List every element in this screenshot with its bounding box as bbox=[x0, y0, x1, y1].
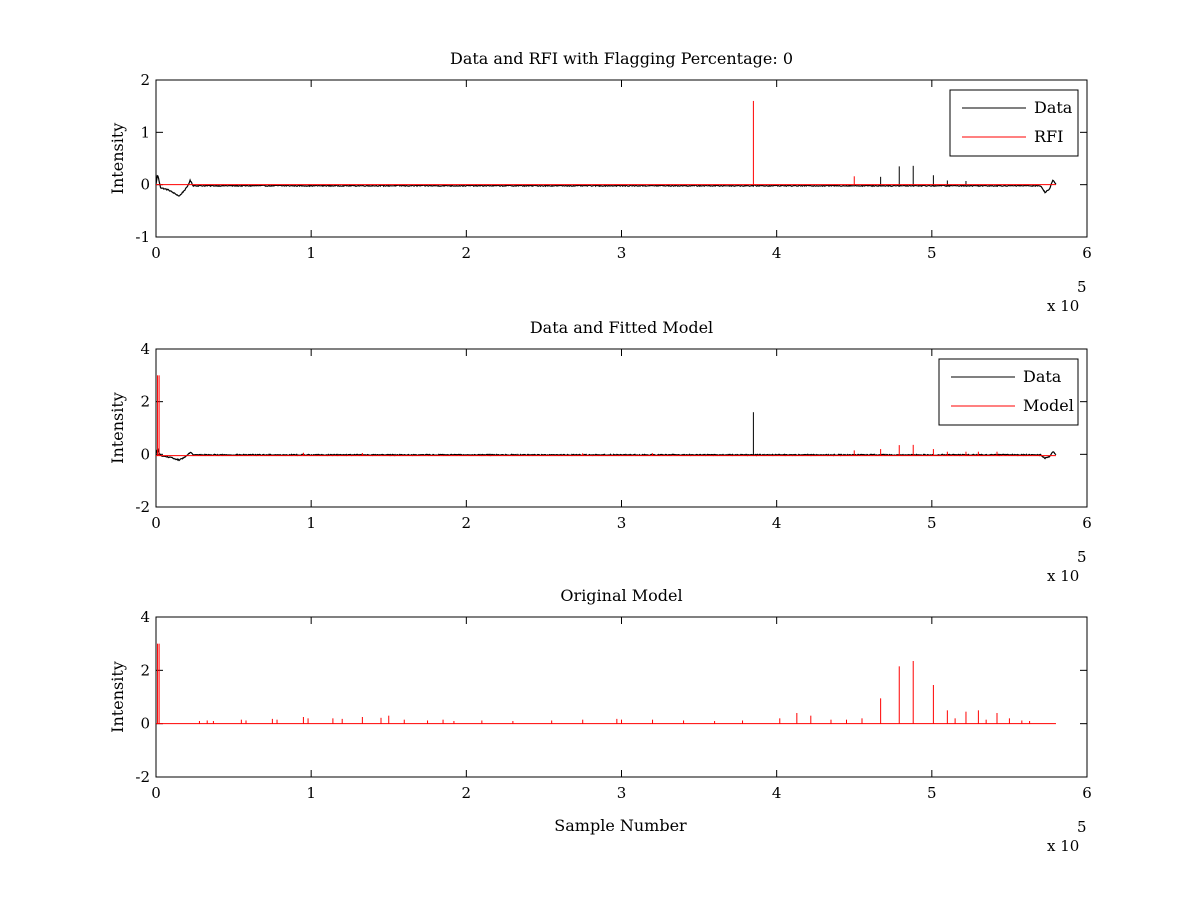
y-axis-label: Intensity bbox=[108, 123, 127, 195]
x-tick-label: 5 bbox=[927, 784, 937, 802]
y-tick-label: 2 bbox=[140, 661, 150, 679]
chart-title: Original Model bbox=[560, 586, 682, 605]
legend: Data RFI bbox=[949, 89, 1079, 157]
x-tick-label: 5 bbox=[927, 244, 937, 262]
x-tick-label: 3 bbox=[617, 244, 627, 262]
x-tick-label: 0 bbox=[151, 514, 161, 532]
y-tick-label: -1 bbox=[135, 228, 150, 246]
x-tick-label: 2 bbox=[462, 784, 472, 802]
x-multiplier-exponent: 5 bbox=[1077, 818, 1087, 836]
chart-title: Data and Fitted Model bbox=[530, 318, 713, 337]
y-tick-label: 2 bbox=[140, 393, 150, 411]
legend-label: RFI bbox=[1034, 127, 1063, 146]
axes-frame bbox=[155, 616, 1088, 778]
x-multiplier-label: x 10 bbox=[1047, 837, 1079, 855]
axes-frame bbox=[155, 79, 1088, 238]
y-tick-label: 2 bbox=[140, 71, 150, 89]
x-tick-label: 3 bbox=[617, 784, 627, 802]
x-tick-label: 4 bbox=[772, 244, 782, 262]
y-tick-label: 1 bbox=[140, 123, 150, 141]
series-data bbox=[155, 412, 1057, 462]
legend-label: Data bbox=[1034, 98, 1073, 117]
chart-title: Data and RFI with Flagging Percentage: 0 bbox=[450, 49, 793, 68]
series-model bbox=[156, 375, 1056, 457]
y-tick-label: 4 bbox=[140, 340, 150, 358]
x-tick-label: 6 bbox=[1082, 784, 1092, 802]
x-tick-label: 1 bbox=[306, 244, 316, 262]
x-multiplier-label: x 10 bbox=[1047, 567, 1079, 585]
x-tick-label: 0 bbox=[151, 244, 161, 262]
y-axis-label: Intensity bbox=[108, 392, 127, 464]
x-tick-label: 5 bbox=[927, 514, 937, 532]
x-tick-label: 6 bbox=[1082, 244, 1092, 262]
x-tick-label: 3 bbox=[617, 514, 627, 532]
x-tick-label: 4 bbox=[772, 784, 782, 802]
y-axis-label: Intensity bbox=[108, 661, 127, 733]
series-trace bbox=[155, 448, 1057, 462]
legend-label: Model bbox=[1023, 396, 1074, 415]
x-tick-label: 1 bbox=[306, 514, 316, 532]
y-tick-label: 4 bbox=[140, 608, 150, 626]
series-rfi bbox=[156, 100, 1056, 186]
x-tick-label: 6 bbox=[1082, 514, 1092, 532]
legend-box bbox=[938, 358, 1079, 426]
y-tick-label: 0 bbox=[140, 445, 150, 463]
y-tick-label: -2 bbox=[135, 768, 150, 786]
legend: Data Model bbox=[938, 358, 1079, 426]
x-multiplier-exponent: 5 bbox=[1077, 548, 1087, 566]
legend-box bbox=[949, 89, 1079, 157]
series-data bbox=[155, 165, 1057, 197]
x-axis-label: Sample Number bbox=[554, 816, 687, 835]
legend-label: Data bbox=[1023, 367, 1062, 386]
x-tick-label: 1 bbox=[306, 784, 316, 802]
y-tick-label: 0 bbox=[140, 715, 150, 733]
y-tick-label: -2 bbox=[135, 498, 150, 516]
series-model bbox=[156, 643, 1056, 725]
x-tick-label: 2 bbox=[462, 514, 472, 532]
x-multiplier-exponent: 5 bbox=[1077, 278, 1087, 296]
x-multiplier-label: x 10 bbox=[1047, 297, 1079, 315]
x-tick-label: 0 bbox=[151, 784, 161, 802]
series-trace bbox=[155, 174, 1057, 197]
x-tick-label: 4 bbox=[772, 514, 782, 532]
y-tick-label: 0 bbox=[140, 176, 150, 194]
x-tick-label: 2 bbox=[462, 244, 472, 262]
